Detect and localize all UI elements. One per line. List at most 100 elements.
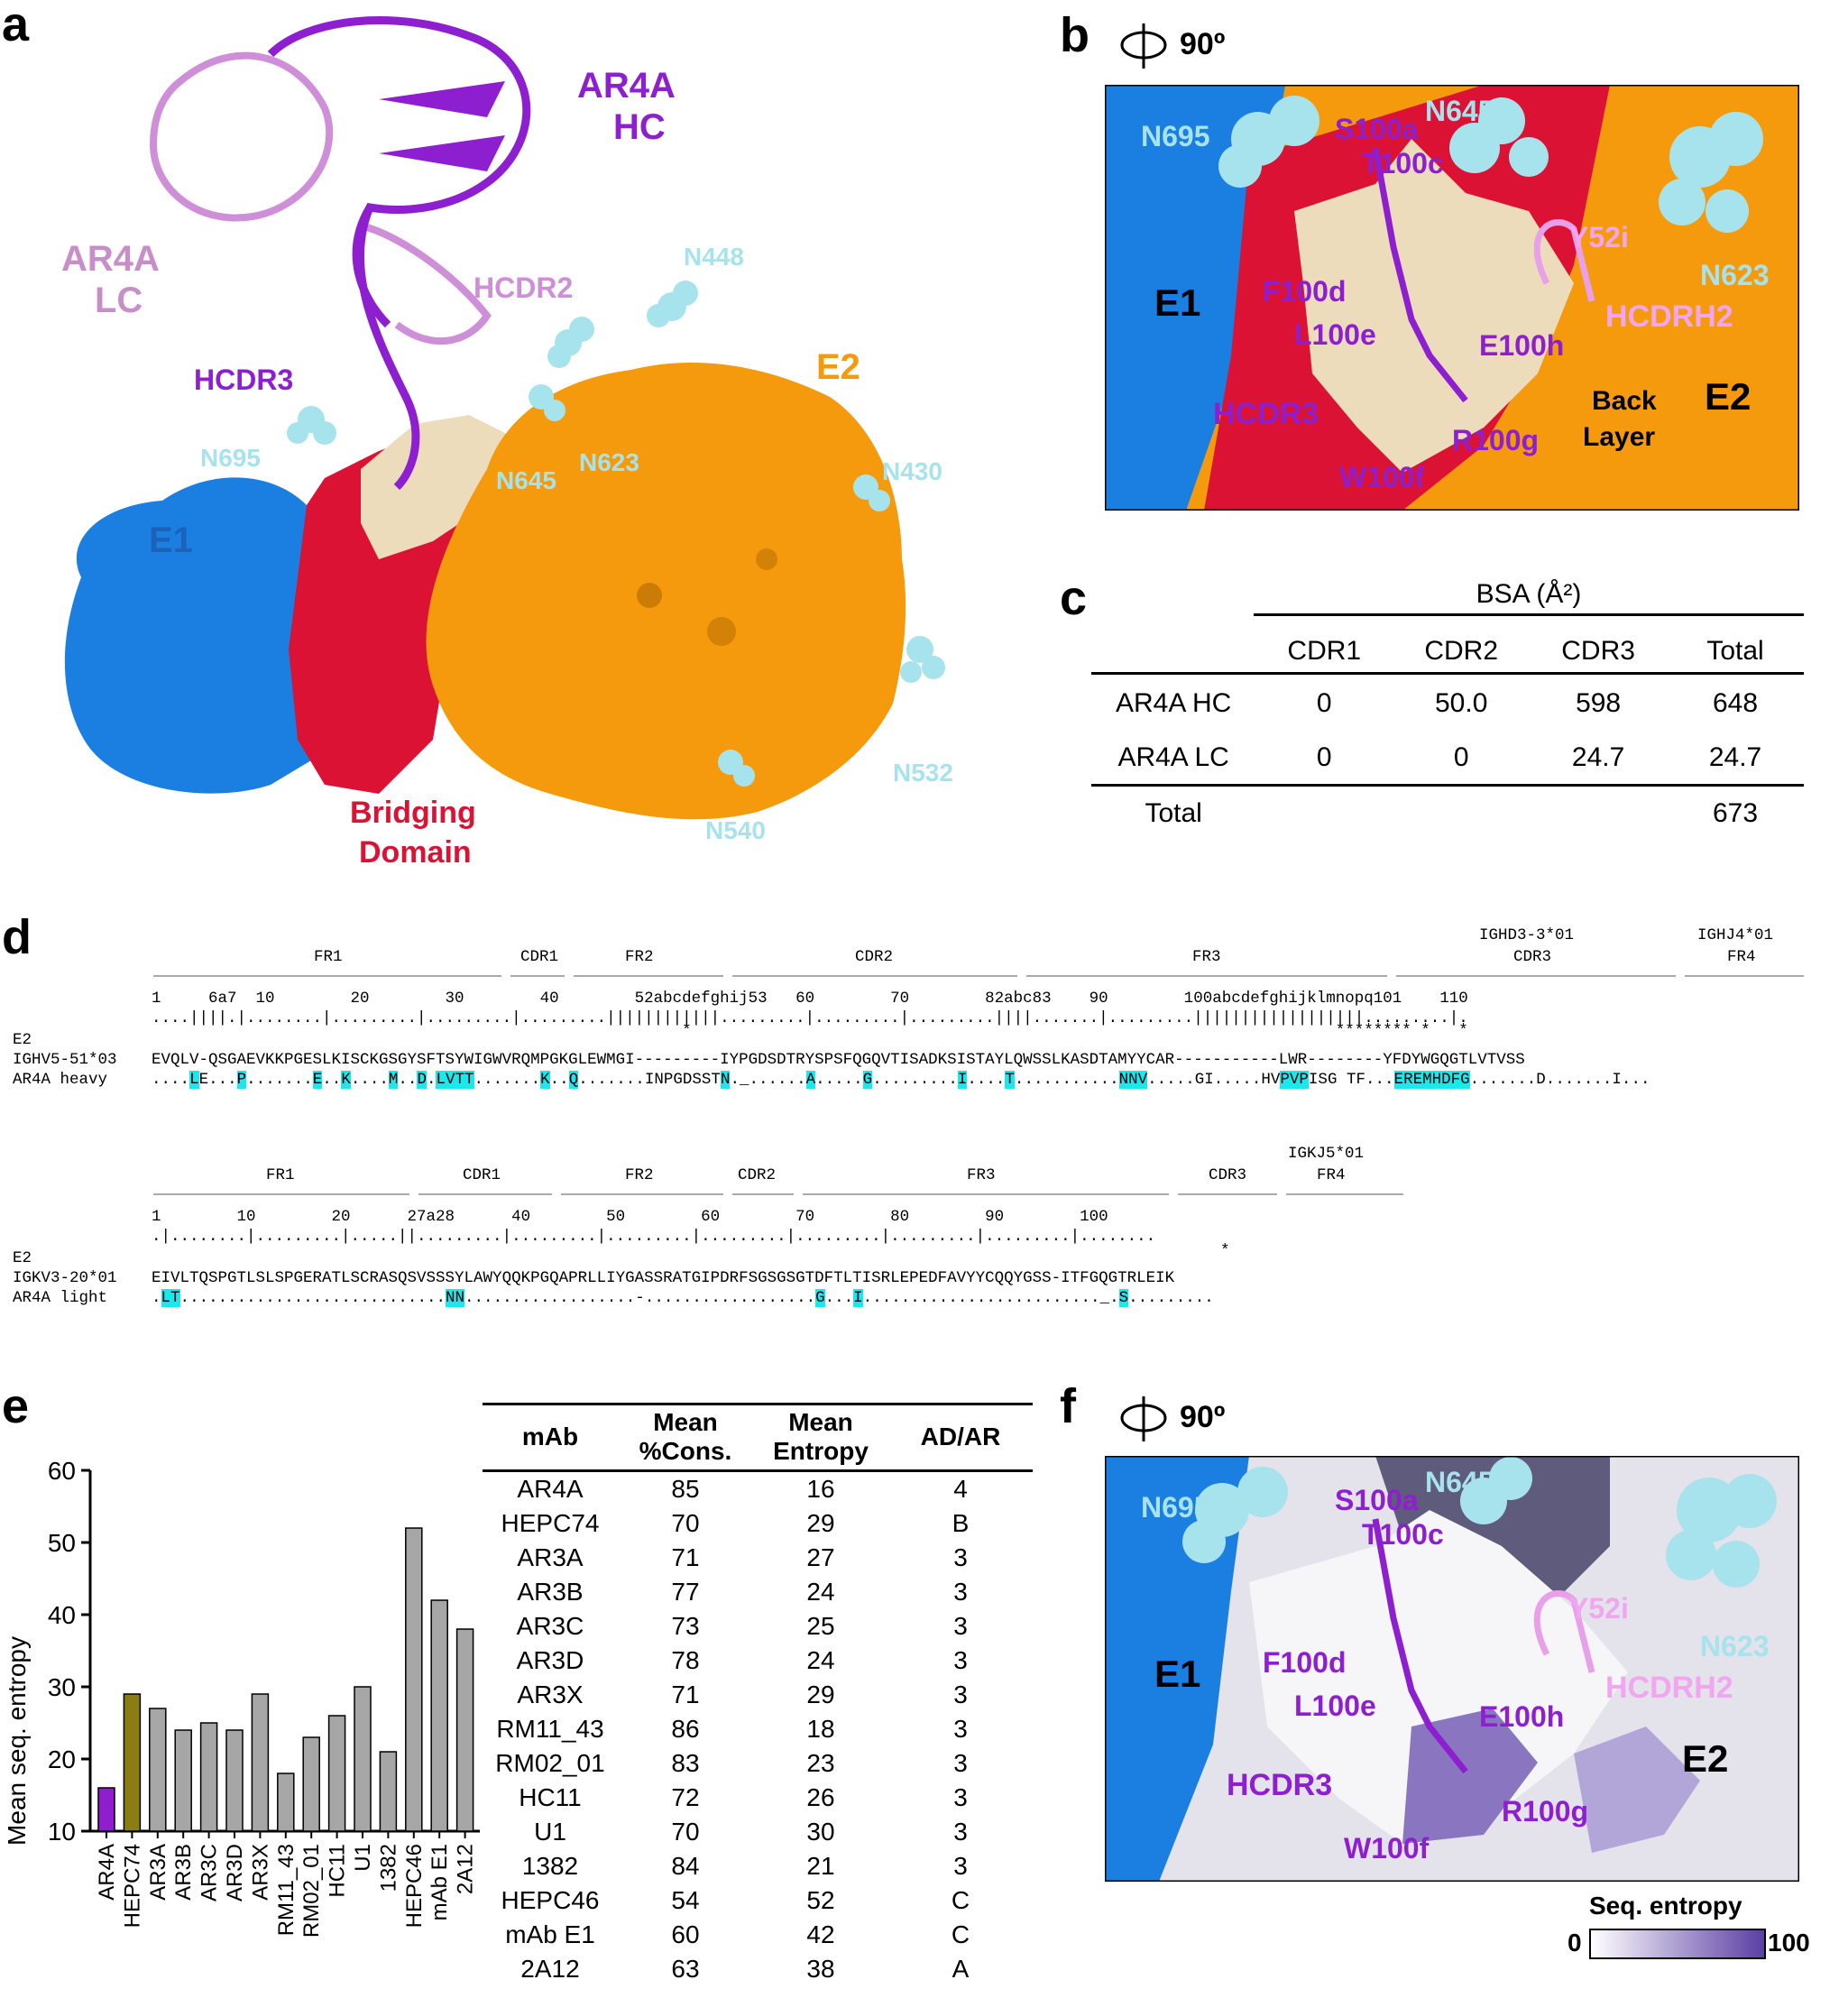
heavy-ab-seq: ....LE...P.......E..K....M..D.LVTT......…: [152, 1071, 1650, 1089]
x-tick-label: mAb E1: [428, 1844, 452, 1920]
bsa-table: CDR1 CDR2 CDR3 Total AR4A HC 0 50.0 598 …: [1091, 631, 1804, 841]
heavy-cdr2: CDR2: [855, 948, 894, 966]
f-label-t100c: T100c: [1362, 1518, 1444, 1551]
mab-value-cell: C: [951, 1920, 970, 1948]
bsa-cell: 0: [1316, 742, 1332, 773]
f-label-r100g: R100g: [1502, 1795, 1588, 1828]
x-tick-label: RM11_43: [274, 1844, 299, 1936]
panel-a-label: a: [2, 0, 30, 51]
bar-hc11: [327, 1715, 346, 1832]
label-n645: N645: [496, 466, 556, 494]
mab-value-cell: 3: [953, 1851, 968, 1880]
label-hcdr3: HCDR3: [194, 364, 293, 396]
mab-value-cell: 83: [671, 1748, 700, 1777]
f-label-n695: N695: [1141, 1491, 1210, 1524]
b-label-w100f: W100f: [1339, 461, 1425, 493]
f-label-hcdr3: HCDR3: [1227, 1768, 1332, 1802]
light-germline-label: IGKV3-20*01: [13, 1269, 117, 1287]
bsa-row-label: AR4A HC: [1115, 687, 1232, 718]
mab-table-row: AR3C 73 25 3: [483, 1609, 1033, 1644]
heavy-ab-label: AR4A heavy: [13, 1071, 108, 1089]
mab-value-cell: 42: [806, 1920, 835, 1948]
b-label-n645: N645: [1425, 95, 1494, 127]
mab-name-cell: RM02_01: [495, 1748, 605, 1777]
light-numbers: 1 10 20 27a28 40 50 60 70 80 90 100: [152, 1208, 1108, 1226]
mab-value-cell: 24: [806, 1645, 835, 1674]
bsa-header: BSA (Å²): [1476, 579, 1582, 609]
bar-ar3c: [199, 1722, 218, 1832]
mab-value-cell: B: [952, 1508, 970, 1537]
mab-value-cell: 70: [671, 1508, 700, 1537]
epitope-surface: [361, 415, 523, 559]
bar-hepc46: [405, 1527, 423, 1832]
mab-table-top-rule: [483, 1403, 1033, 1405]
bsa-col-cdr3: CDR3: [1561, 636, 1635, 667]
light-germline-seq: EIVLTQSPGTLSLSPGERATLSCRASQSVSSSYLAWYQQK…: [152, 1269, 1175, 1287]
b-label-r100g: R100g: [1452, 424, 1539, 456]
label-ar4a-hc: AR4A HC: [577, 66, 676, 147]
bsa-cell: 24.7: [1571, 742, 1625, 773]
mab-name-cell: AR3D: [516, 1645, 584, 1674]
mab-value-cell: 29: [806, 1508, 835, 1537]
bar-ar3a: [149, 1708, 167, 1832]
b-label-f100d: F100d: [1263, 275, 1346, 308]
label-hcdr2: HCDR2: [473, 272, 573, 304]
label-e1: E1: [149, 520, 193, 560]
mab-name-cell: U1: [534, 1817, 566, 1846]
mab-value-cell: 38: [806, 1954, 835, 1983]
f-label-s100a: S100a: [1335, 1484, 1419, 1516]
light-igkj: IGKJ5*01: [1288, 1145, 1365, 1163]
mab-col-adar: AD/AR: [920, 1423, 1001, 1451]
mab-name-cell: AR3A: [517, 1542, 584, 1571]
rotation-b: 90º: [1180, 27, 1225, 61]
panel-b-label: b: [1060, 8, 1089, 62]
mab-value-cell: 21: [806, 1851, 835, 1880]
mab-name-cell: 2A12: [520, 1954, 580, 1983]
mab-value-cell: 24: [806, 1577, 835, 1606]
x-tick-label: 1382: [376, 1844, 400, 1892]
mab-value-cell: 78: [671, 1645, 700, 1674]
glycan-spheres: [287, 281, 945, 787]
mab-table-row: 1382 84 21 3: [483, 1849, 1033, 1883]
light-cdr1: CDR1: [463, 1166, 501, 1184]
light-ab-label: AR4A light: [13, 1289, 108, 1307]
heavy-fr3: FR3: [1192, 948, 1221, 966]
heavy-e2-label: E2: [13, 1031, 32, 1049]
bar-ar3x: [251, 1693, 270, 1832]
mab-col-cons: Mean %Cons.: [639, 1408, 732, 1466]
label-n448: N448: [684, 243, 744, 271]
label-ar4a-lc: AR4A LC: [61, 239, 160, 320]
x-tick-label: 2A12: [454, 1844, 478, 1894]
bar-mab-e1: [430, 1599, 448, 1832]
f-label-l100e: L100e: [1294, 1690, 1376, 1722]
mab-value-cell: 26: [806, 1782, 835, 1811]
heavy-germline-seq: EVQLV-QSGAEVKKPGESLKISCKGSGYSFTSYWIGWVRQ…: [152, 1051, 1525, 1069]
mab-name-cell: AR3B: [517, 1577, 584, 1606]
y-tick-label: 40: [48, 1601, 76, 1629]
x-tick-label: AR3A: [146, 1844, 170, 1901]
x-tick-label: AR3B: [171, 1844, 196, 1901]
b-label-t100c: T100c: [1362, 147, 1444, 180]
bsa-header-rule: [1254, 613, 1804, 616]
mab-name-cell: mAb E1: [505, 1920, 595, 1948]
b-label-n623: N623: [1700, 259, 1770, 291]
mab-value-cell: A: [952, 1954, 970, 1983]
mab-value-cell: 71: [671, 1542, 700, 1571]
b-label-e1: E1: [1154, 281, 1200, 324]
heavy-dots: ....||||.|........|.........|.........|.…: [152, 1009, 1468, 1027]
mab-table-row: AR3X 71 29 3: [483, 1678, 1033, 1712]
x-tick-label: U1: [351, 1844, 375, 1872]
light-fr2: FR2: [625, 1166, 654, 1184]
mab-table-row: HEPC46 54 52 C: [483, 1883, 1033, 1918]
heavy-numbers: 1 6a7 10 20 30 40 52abcdefghij53 60 70 8…: [152, 990, 1468, 1008]
bar-ar4a: [97, 1787, 115, 1832]
mab-name-cell: RM11_43: [496, 1714, 604, 1743]
y-tick-label: 50: [48, 1529, 76, 1557]
heavy-cdr3: CDR3: [1513, 948, 1552, 966]
bsa-col-cdr1: CDR1: [1287, 636, 1362, 667]
mab-value-cell: 54: [671, 1885, 700, 1914]
panel-f-closeup: N695 N645 S100a T100c Y52i N623 E1 F100d…: [1105, 1456, 1799, 1882]
b-label-back-layer: Back Layer: [1583, 386, 1657, 452]
entropy-scale-min: 0: [1568, 1929, 1582, 1957]
bsa-row-label: Total: [1145, 797, 1202, 828]
